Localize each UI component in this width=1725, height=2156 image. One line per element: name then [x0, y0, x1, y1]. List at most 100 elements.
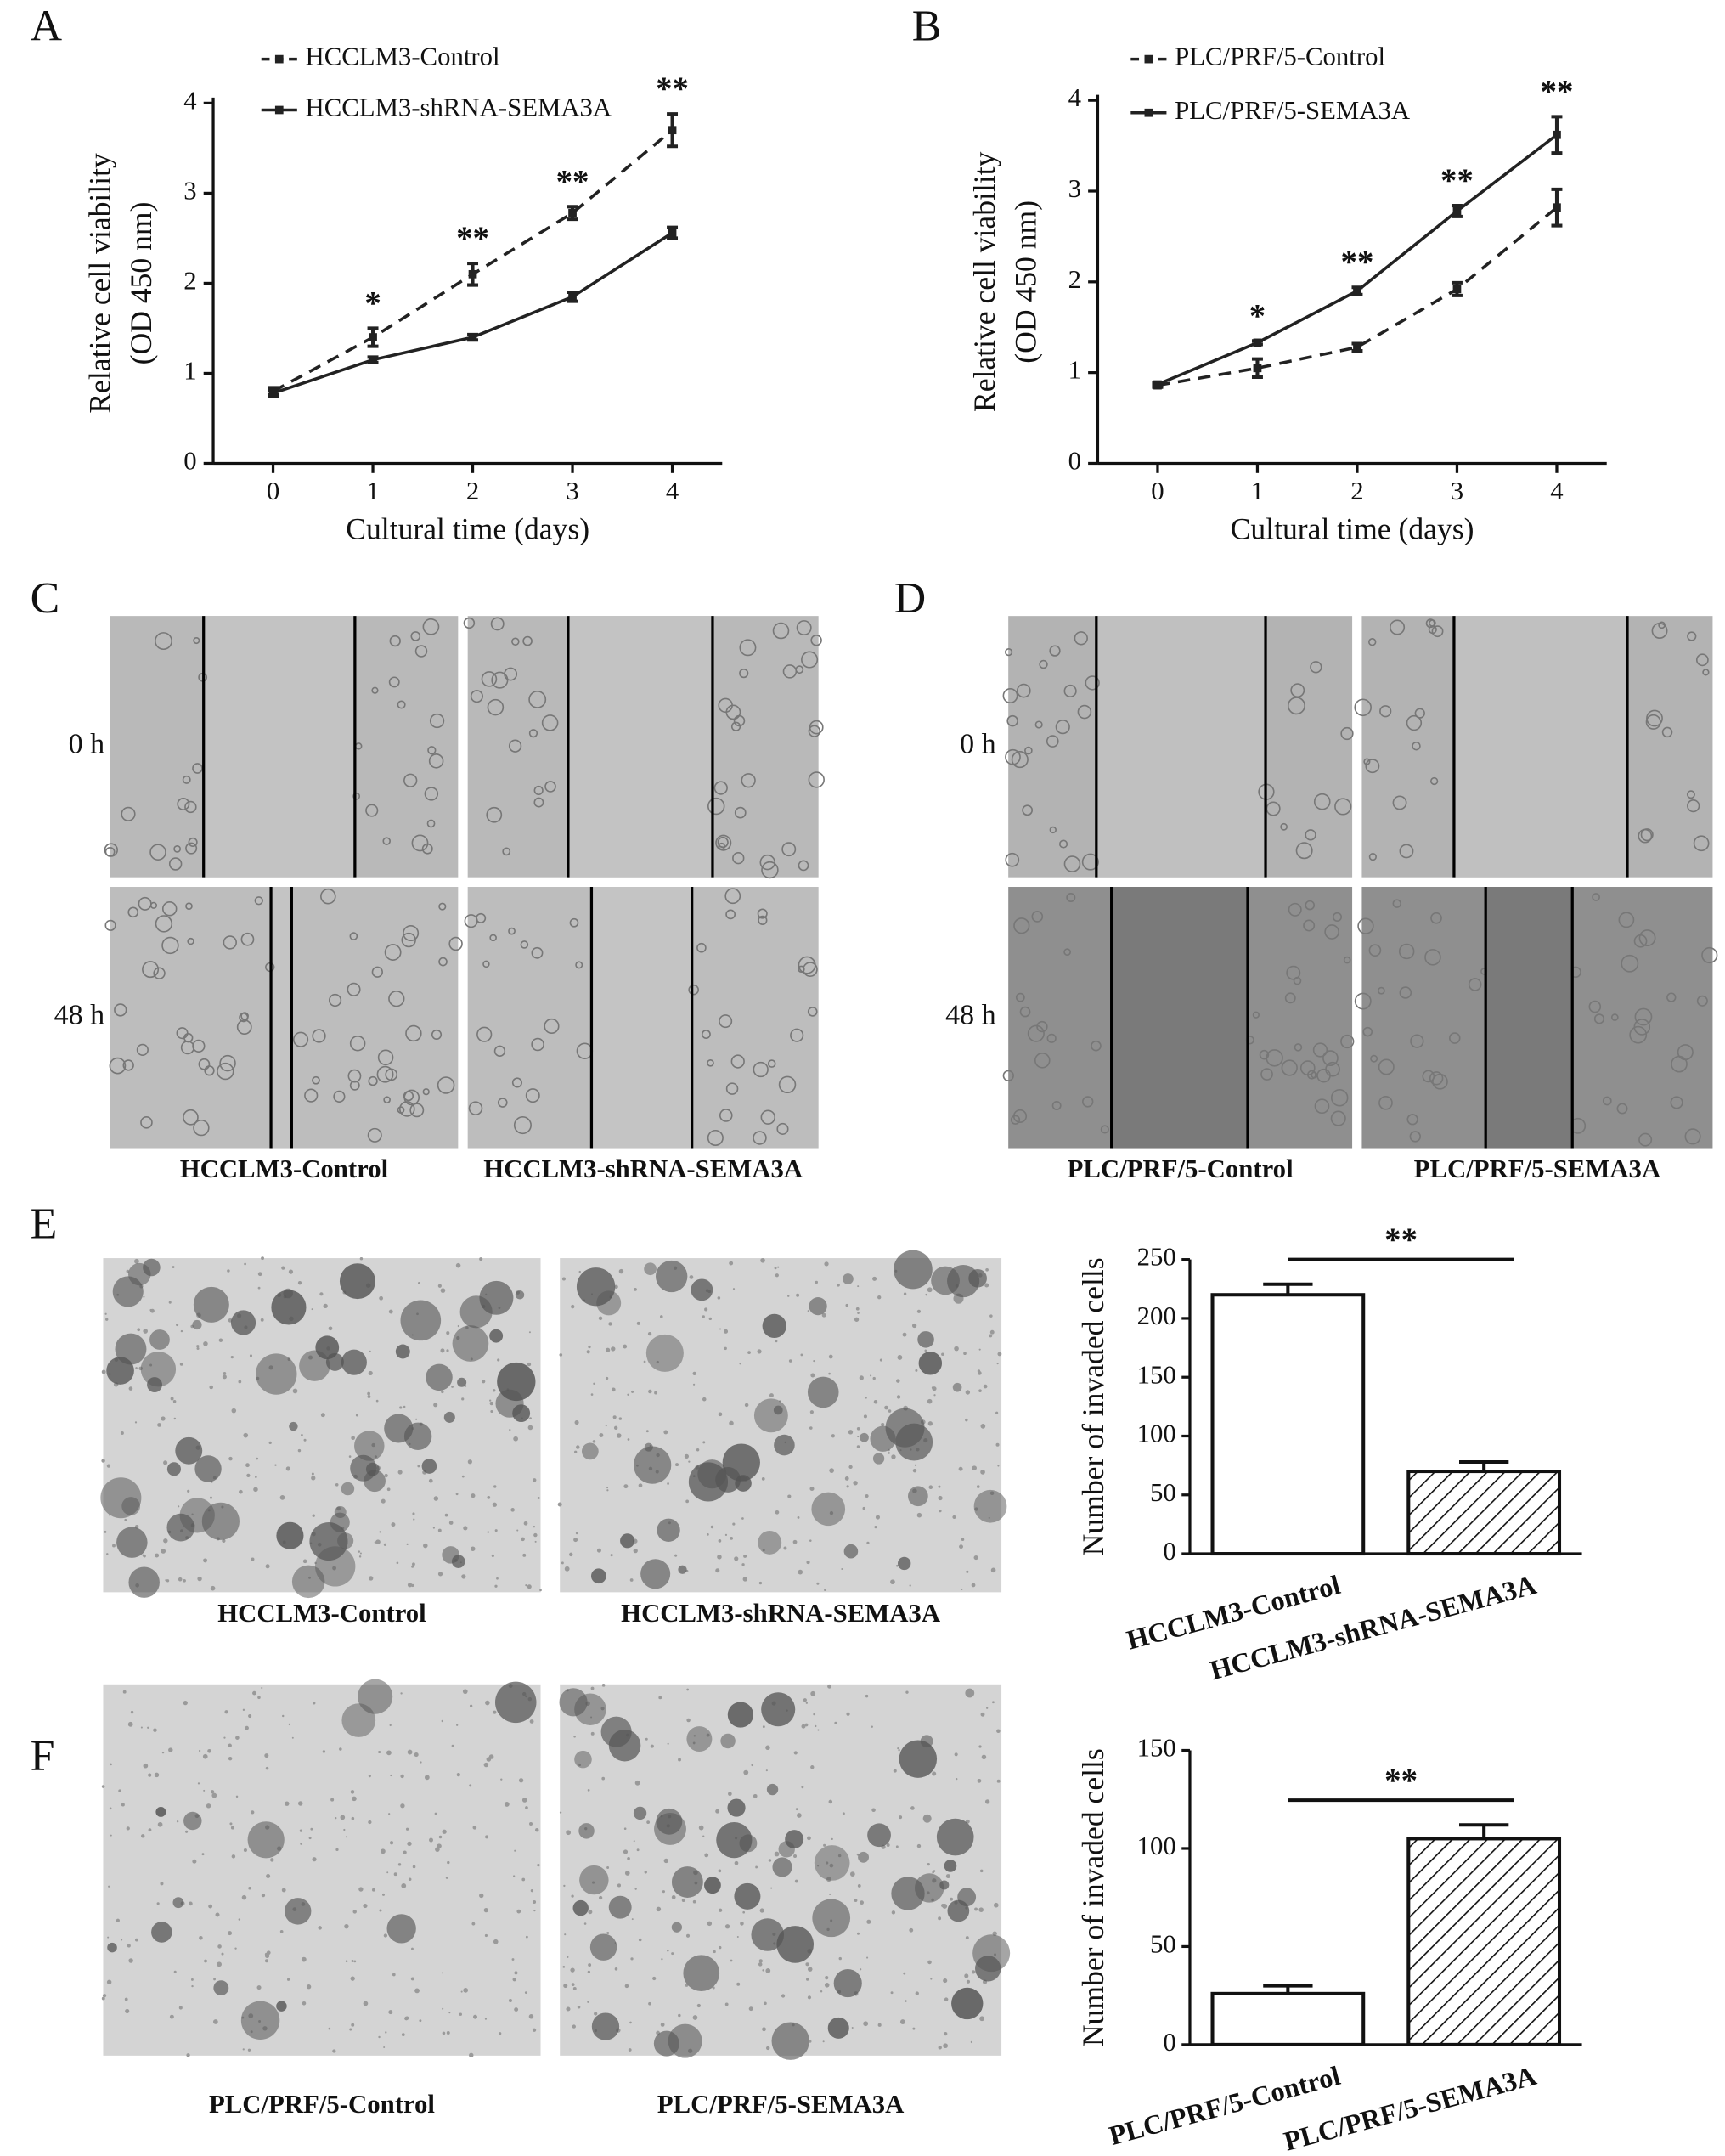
- speck: [764, 2001, 767, 2006]
- speck: [571, 1304, 575, 1309]
- cell: [1398, 943, 1415, 960]
- marker: [1253, 338, 1262, 347]
- cell-cluster: [339, 1263, 375, 1300]
- cell: [1063, 684, 1077, 698]
- speck: [161, 1751, 165, 1754]
- legend-label: HCCLM3-Control: [306, 42, 500, 71]
- speck: [332, 2049, 336, 2053]
- speck: [896, 1379, 900, 1383]
- speck: [469, 1704, 473, 1707]
- cell-cluster: [192, 1319, 202, 1330]
- speck: [207, 1748, 211, 1753]
- significance: **: [1440, 162, 1474, 199]
- cell: [730, 1054, 745, 1069]
- cell-cluster: [576, 1267, 616, 1307]
- cell: [149, 844, 166, 861]
- cell: [1646, 709, 1663, 727]
- cell-cluster: [965, 1688, 975, 1698]
- cell-cluster: [175, 1436, 203, 1465]
- cell: [1049, 826, 1057, 834]
- bar: [1406, 1470, 1562, 1556]
- cell-cluster: [975, 1956, 1001, 1982]
- cell-cluster: [827, 2017, 849, 2039]
- cell: [401, 932, 416, 948]
- marker: [1353, 342, 1361, 352]
- cell: [398, 1101, 415, 1117]
- cell: [798, 965, 805, 974]
- legend-marker: [274, 105, 284, 115]
- speck: [403, 1850, 407, 1854]
- speck: [319, 1292, 324, 1296]
- cell: [142, 961, 160, 979]
- marker: [1153, 380, 1162, 389]
- speck: [588, 1345, 591, 1349]
- speck: [831, 1837, 833, 1841]
- cell-cluster: [590, 1568, 606, 1584]
- cell: [104, 843, 118, 857]
- speck: [587, 1789, 590, 1792]
- speck: [804, 1723, 809, 1727]
- cell-cluster: [574, 1693, 606, 1725]
- speck: [286, 1978, 290, 1981]
- cell: [149, 901, 158, 909]
- cell: [798, 860, 809, 872]
- cell-cluster: [918, 1352, 943, 1375]
- speck: [807, 1967, 813, 1972]
- y-tick-label: 250: [1137, 1243, 1176, 1272]
- speck: [392, 1973, 396, 1977]
- cell: [1006, 714, 1018, 727]
- cell: [1677, 1044, 1694, 1061]
- speck: [470, 1546, 476, 1551]
- cell-cluster: [128, 1262, 151, 1286]
- cell: [1100, 1125, 1109, 1134]
- speck: [448, 2012, 451, 2014]
- speck: [328, 1326, 333, 1331]
- speck: [984, 1283, 989, 1288]
- speck: [437, 1528, 442, 1532]
- speck: [213, 1978, 216, 1981]
- cell-cluster: [386, 1914, 416, 1944]
- speck: [801, 1724, 806, 1729]
- cell: [153, 967, 166, 979]
- cell-cluster: [683, 1955, 720, 1992]
- speck: [813, 1360, 815, 1363]
- cell-cluster: [704, 1877, 721, 1894]
- speck: [110, 1834, 112, 1837]
- speck: [605, 1425, 607, 1427]
- cell: [236, 1019, 252, 1035]
- speck: [525, 1806, 528, 1809]
- speck: [689, 1275, 694, 1279]
- speck: [698, 1825, 704, 1831]
- cell: [429, 713, 445, 729]
- speck: [343, 1828, 346, 1831]
- cell: [1004, 647, 1013, 657]
- speck: [134, 1938, 138, 1942]
- cell-cluster: [358, 1679, 393, 1714]
- speck: [228, 1756, 233, 1761]
- speck: [242, 1708, 245, 1712]
- speck: [779, 1400, 781, 1403]
- cell-cluster: [400, 1300, 442, 1341]
- cell: [808, 771, 825, 788]
- cell-cluster: [762, 1313, 786, 1339]
- panel-label: B: [912, 3, 942, 51]
- y-axis-label: Relative cell viability: [83, 153, 117, 414]
- speck: [256, 1985, 262, 1990]
- cell-cluster: [776, 1926, 815, 1963]
- speck: [893, 1769, 897, 1773]
- cell-cluster: [116, 1527, 148, 1558]
- speck: [684, 1453, 690, 1459]
- cell: [428, 753, 444, 769]
- speck: [783, 1546, 787, 1550]
- speck: [156, 1902, 160, 1905]
- speck: [203, 1789, 206, 1792]
- speck: [446, 2031, 450, 2035]
- speck: [168, 1747, 173, 1752]
- cell: [1310, 661, 1322, 674]
- speck: [762, 2027, 766, 2032]
- cell: [182, 775, 191, 784]
- cell-cluster: [899, 1740, 938, 1778]
- speck: [172, 1266, 175, 1268]
- speck: [658, 1696, 662, 1700]
- cell-cluster: [860, 1432, 869, 1442]
